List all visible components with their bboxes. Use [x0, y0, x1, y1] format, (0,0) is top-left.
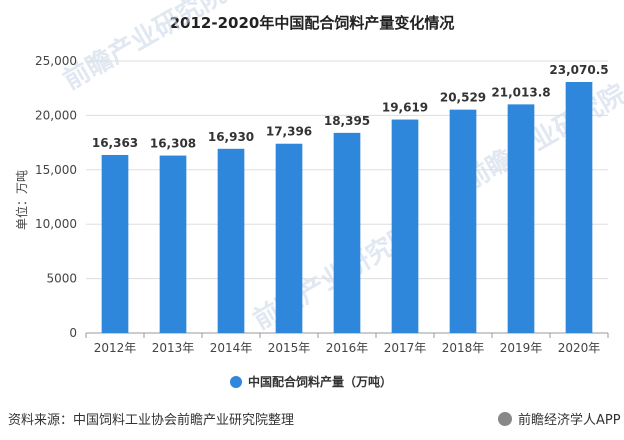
x-tick-label: 2016年	[326, 341, 369, 355]
brand-logo: 前瞻经济学人APP	[498, 412, 621, 428]
chart-title: 2012-2020年中国配合饲料产量变化情况	[170, 14, 455, 32]
data-label: 19,619	[382, 101, 428, 115]
bar	[159, 155, 187, 333]
data-label: 18,395	[324, 114, 370, 128]
y-tick-label: 25,000	[35, 54, 77, 68]
data-label: 16,308	[150, 137, 196, 151]
data-label: 23,070.5	[549, 63, 608, 77]
wechat-icon	[498, 412, 512, 426]
data-label: 21,013.8	[491, 85, 550, 99]
y-tick-label: 5000	[46, 272, 77, 286]
data-label: 16,930	[208, 130, 254, 144]
x-tick-label: 2017年	[384, 341, 427, 355]
x-tick-label: 2013年	[152, 341, 195, 355]
x-tick-label: 2019年	[500, 341, 543, 355]
data-label: 20,529	[440, 91, 486, 105]
brand-name: 前瞻经济学人APP	[518, 412, 621, 428]
y-tick-label: 0	[69, 326, 77, 340]
data-label: 16,363	[92, 136, 138, 150]
bar	[449, 109, 477, 334]
x-tick-label: 2018年	[442, 341, 485, 355]
y-tick-label: 10,000	[35, 217, 77, 231]
bar	[217, 148, 245, 333]
y-tick-label: 15,000	[35, 163, 77, 177]
bar	[391, 119, 419, 333]
y-tick-label: 20,000	[35, 108, 77, 122]
legend-marker	[230, 376, 242, 388]
x-tick-label: 2012年	[94, 341, 137, 355]
source-note: 资料来源：中国饲料工业协会前瞻产业研究院整理	[8, 412, 294, 428]
x-tick-label: 2014年	[210, 341, 253, 355]
y-axis-label: 单位：万吨	[14, 170, 29, 230]
bar	[333, 132, 361, 333]
watermark-top: 前瞻产业研究院	[58, 0, 231, 96]
x-axis-ticks: 2012年 2013年 2014年 2015年 2016年 2017年 2018年 2019年…	[85, 333, 609, 355]
x-tick-label: 2015年	[268, 341, 311, 355]
bar	[275, 143, 303, 333]
bars	[101, 81, 593, 334]
bar	[101, 154, 129, 333]
data-labels: 16,363 16,308 16,930 17,396 18,395 19,619 20,5…	[92, 63, 609, 151]
x-tick-label: 2020年	[558, 341, 601, 355]
bar	[565, 81, 593, 334]
y-axis-ticks: 0 5000 10,000 15,000 20,000 25,000	[35, 54, 77, 340]
data-label: 17,396	[266, 125, 312, 139]
legend-label: 中国配合饲料产量（万吨）	[248, 374, 392, 389]
bar	[507, 104, 535, 333]
